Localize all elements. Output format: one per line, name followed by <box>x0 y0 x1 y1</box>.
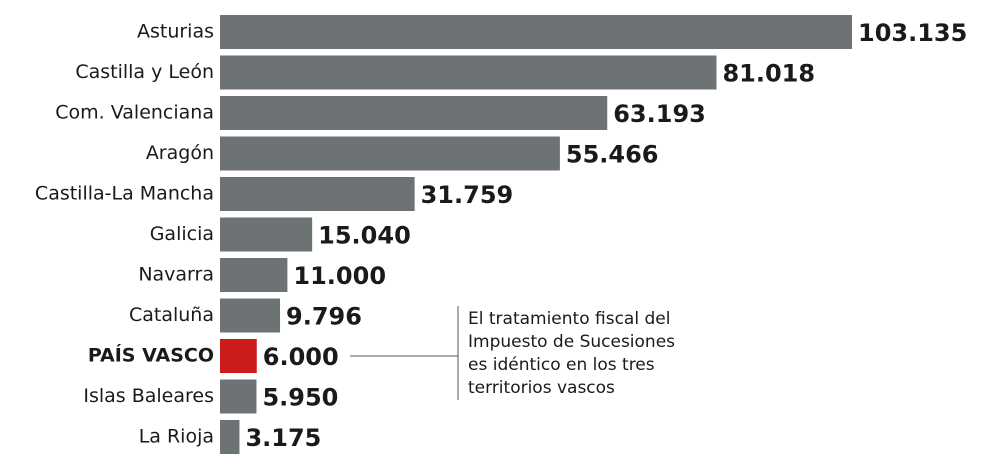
value-label: 9.796 <box>286 303 362 331</box>
annotation-text: territorios vascos <box>468 378 615 398</box>
value-label: 5.950 <box>262 384 338 412</box>
annotation-text: es idéntico en los tres <box>468 355 655 375</box>
value-label: 103.135 <box>858 19 967 47</box>
value-label: 3.175 <box>245 424 321 452</box>
category-label: Castilla-La Mancha <box>35 183 214 205</box>
category-label: Cataluña <box>129 304 214 326</box>
value-label: 81.018 <box>722 60 815 88</box>
value-label: 11.000 <box>293 262 386 290</box>
annotation-text: El tratamiento fiscal del <box>468 309 670 329</box>
bar <box>220 258 288 292</box>
bar <box>220 420 240 454</box>
category-label: La Rioja <box>139 426 214 448</box>
bar <box>220 177 415 211</box>
annotation-text: Impuesto de Sucesiones <box>468 332 675 352</box>
category-label: Com. Valenciana <box>55 102 214 124</box>
bar <box>220 96 608 130</box>
category-label: Castilla y León <box>75 61 214 83</box>
value-label: 31.759 <box>421 181 514 209</box>
bar <box>220 379 257 414</box>
bar <box>220 298 281 333</box>
category-label: Islas Baleares <box>83 385 214 407</box>
value-label: 55.466 <box>566 141 659 169</box>
category-label: Asturias <box>137 21 214 43</box>
value-label: 15.040 <box>318 222 411 250</box>
category-label: Aragón <box>146 142 214 164</box>
bar <box>220 217 313 252</box>
value-label: 6.000 <box>263 343 339 371</box>
category-label: Navarra <box>138 264 214 286</box>
bar <box>220 339 257 373</box>
bar <box>220 15 852 49</box>
value-label: 63.193 <box>613 100 706 128</box>
bar <box>220 55 717 90</box>
category-label: PAÍS VASCO <box>88 344 214 367</box>
category-label: Galicia <box>150 223 214 245</box>
bar <box>220 136 560 171</box>
